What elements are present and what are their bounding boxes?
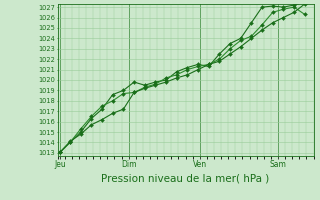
X-axis label: Pression niveau de la mer( hPa ): Pression niveau de la mer( hPa ) bbox=[101, 173, 270, 183]
